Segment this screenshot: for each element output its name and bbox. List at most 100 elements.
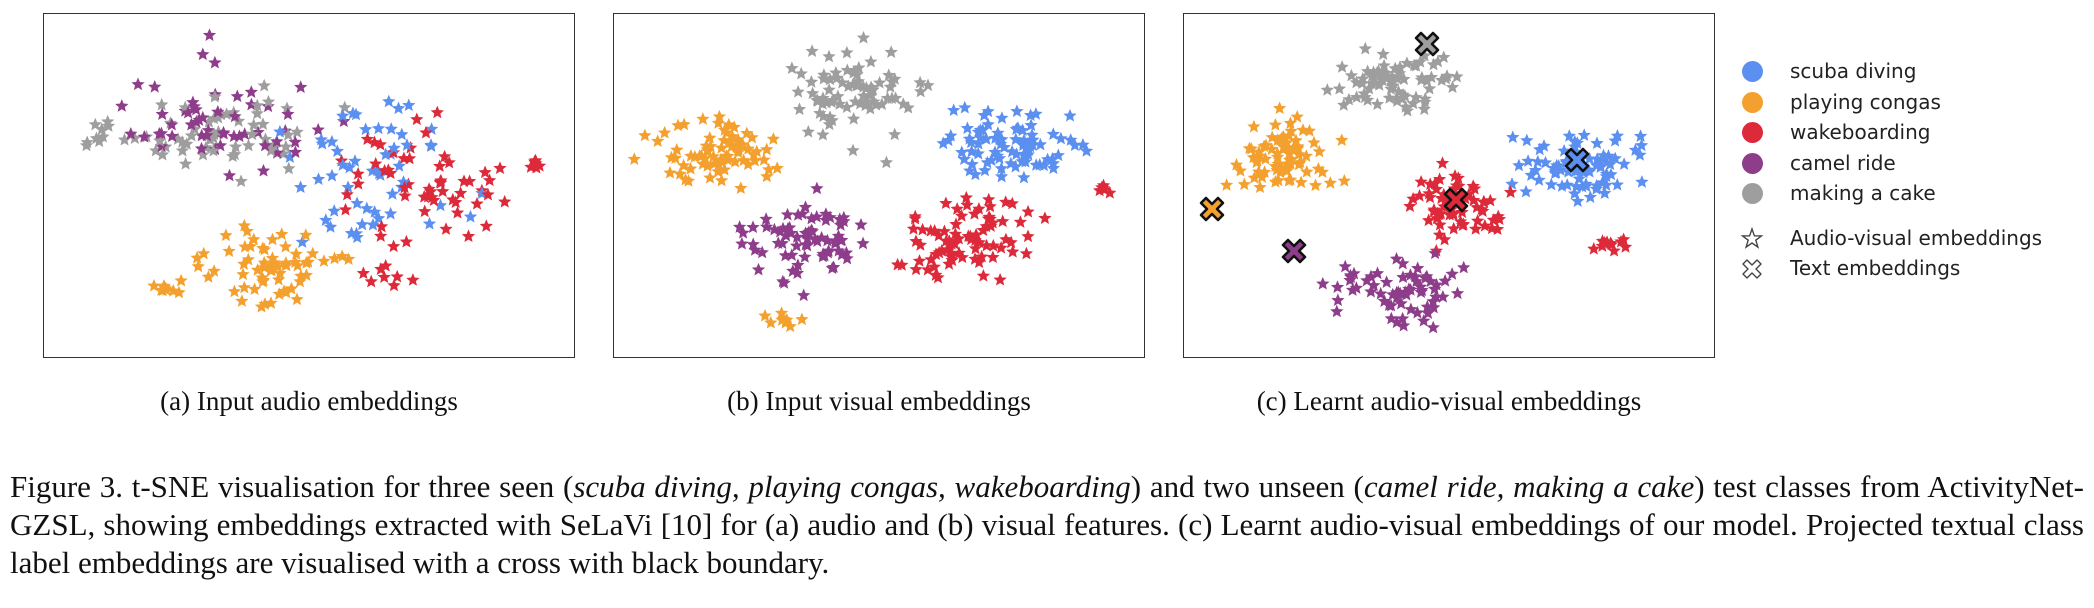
scatter-point — [638, 128, 652, 142]
scatter-point — [1422, 186, 1436, 200]
scatter-point — [340, 187, 354, 201]
scatter-point — [909, 234, 923, 248]
scatter-point — [1431, 207, 1445, 221]
scatter-point — [895, 258, 909, 271]
scatter-point — [913, 84, 928, 98]
scatter-point — [470, 196, 484, 210]
scatter-point — [449, 195, 463, 209]
scatter-point — [1411, 261, 1425, 275]
scatter-point — [250, 263, 265, 276]
scatter-point — [386, 145, 401, 159]
scatter-point — [976, 269, 991, 282]
scatter-point — [627, 152, 641, 165]
scatter-point — [856, 236, 870, 250]
scatter-point — [1448, 169, 1462, 182]
scatter-point — [846, 143, 860, 157]
scatter-point — [390, 269, 404, 283]
scatter-point — [1259, 138, 1273, 152]
scatter-point — [825, 113, 839, 127]
scatter-point — [929, 268, 943, 281]
scatter-visual — [627, 30, 1117, 333]
scatter-point — [828, 234, 843, 247]
scatter-point — [282, 161, 296, 175]
scatter-learnt — [1199, 31, 1649, 334]
scatter-point — [888, 72, 902, 85]
scatter-point — [377, 163, 392, 177]
scatter-point — [771, 236, 785, 249]
scatter-point — [1635, 175, 1649, 188]
scatter-point — [722, 136, 736, 150]
scatter-point — [1370, 97, 1385, 111]
scatter-point — [1312, 144, 1326, 158]
scatter-point — [816, 91, 830, 104]
scatter-point — [825, 261, 839, 275]
scatter-point — [478, 165, 492, 179]
scatter-point — [1019, 246, 1034, 260]
scatter-point — [879, 155, 894, 169]
scatter-point — [293, 180, 308, 194]
scatter-point — [1268, 118, 1283, 131]
scatter-point — [1587, 242, 1601, 255]
scatter-point — [1427, 300, 1441, 314]
scatter-point — [1316, 276, 1330, 290]
scatter-point — [958, 100, 972, 114]
scatter-point — [810, 181, 824, 195]
scatter-point — [155, 107, 169, 120]
scatter-point — [927, 260, 941, 273]
scatter-point — [430, 105, 444, 119]
scatter-point — [872, 75, 887, 89]
scatter-point — [1290, 110, 1304, 123]
scatter-point — [256, 117, 270, 130]
tsne-panel-visual — [613, 13, 1145, 358]
scatter-point — [1360, 93, 1375, 106]
scatter-point — [1433, 217, 1447, 231]
scatter-point — [180, 137, 194, 150]
scatter-point — [311, 122, 325, 136]
scatter-point — [1571, 194, 1585, 207]
figure-caption: Figure 3. t-SNE visualisation for three … — [10, 468, 2084, 582]
scatter-point — [191, 259, 205, 273]
scatter-point — [289, 247, 303, 260]
text-embedding-marker — [1199, 196, 1225, 222]
scatter-point — [676, 158, 691, 172]
scatter-point — [101, 119, 116, 132]
scatter-point — [1376, 47, 1390, 60]
scatter-point — [856, 30, 871, 44]
scatter-point — [264, 296, 278, 309]
scatter-point — [700, 159, 715, 172]
scatter-point — [1399, 287, 1414, 301]
scatter-point — [400, 138, 414, 151]
scatter-point — [1418, 271, 1433, 284]
scatter-point — [450, 205, 465, 219]
scatter-point — [323, 220, 338, 233]
scatter-point — [1344, 270, 1358, 283]
scatter-point — [1537, 139, 1551, 152]
scatter-point — [442, 155, 456, 169]
scatter-point — [1279, 140, 1294, 154]
scatter-point — [883, 80, 897, 93]
scatter-point — [1364, 269, 1378, 283]
scatter-point — [493, 161, 507, 174]
legend-label: playing congas — [1790, 89, 1941, 114]
scatter-point — [821, 245, 835, 259]
scatter-point — [959, 190, 973, 204]
scatter-point — [1417, 102, 1431, 115]
scatter-point — [735, 236, 749, 250]
scatter-point — [1004, 235, 1018, 249]
scatter-point — [391, 101, 406, 115]
scatter-point — [1307, 135, 1321, 149]
scatter-point — [1282, 173, 1296, 187]
scatter-point — [387, 278, 401, 292]
scatter-point — [760, 142, 774, 156]
scatter-point — [1421, 213, 1436, 227]
scatter-point — [817, 71, 831, 85]
scatter-point — [330, 144, 344, 157]
scatter-point — [760, 169, 774, 183]
scatter-point — [360, 132, 375, 145]
scatter-point — [1579, 179, 1593, 192]
scatter-point — [290, 292, 304, 306]
scatter-point — [402, 151, 417, 165]
subcaption-b: (b) Input visual embeddings — [727, 386, 1031, 416]
caption-unseen-classes: camel ride, making a cake — [1363, 469, 1695, 504]
scatter-point — [755, 245, 769, 259]
